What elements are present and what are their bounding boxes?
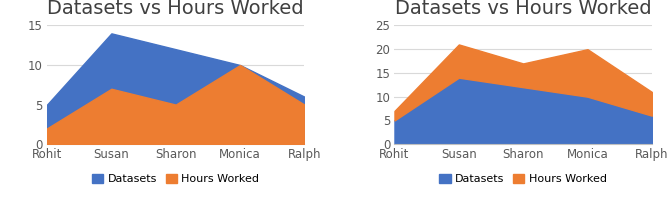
Title: Datasets vs Hours Worked: Datasets vs Hours Worked xyxy=(48,0,304,18)
Legend: Datasets, Hours Worked: Datasets, Hours Worked xyxy=(435,169,612,188)
Title: Datasets vs Hours Worked: Datasets vs Hours Worked xyxy=(395,0,651,18)
Legend: Datasets, Hours Worked: Datasets, Hours Worked xyxy=(87,169,264,188)
